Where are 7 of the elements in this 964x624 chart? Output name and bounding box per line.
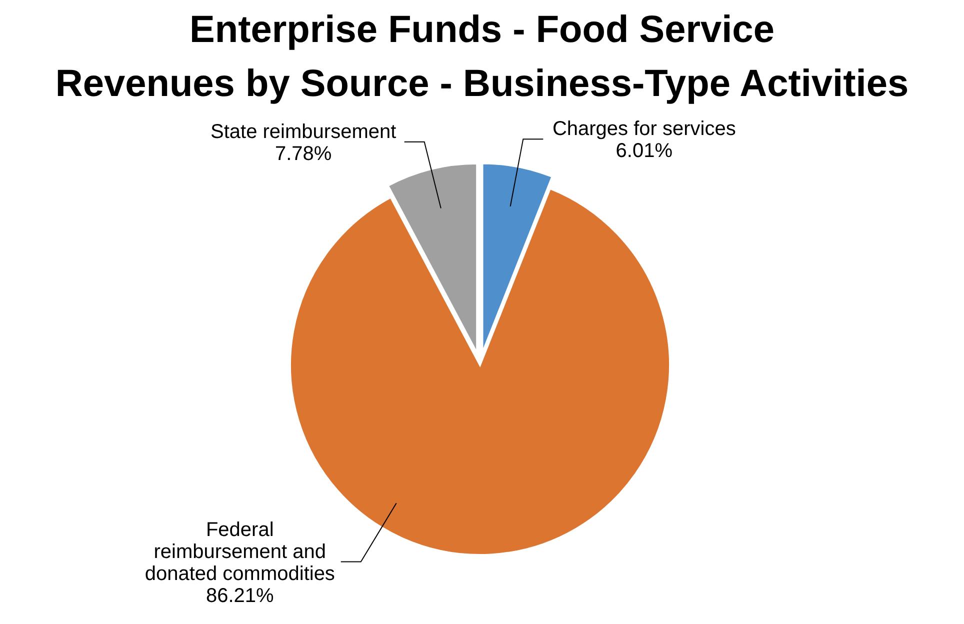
slice-label: State reimbursement — [210, 120, 397, 143]
slice-label: Federal reimbursement and donated commodities — [144, 518, 335, 585]
slice-label: Charges for services — [552, 118, 736, 140]
data-label: 7.78% — [274, 142, 332, 165]
data-label: 86.21% — [206, 584, 274, 607]
chart-title: Enterprise Funds - Food Service Revenues by Source - Business-Type Activities — [55, 9, 909, 105]
data-label: 6.01% — [616, 140, 673, 162]
